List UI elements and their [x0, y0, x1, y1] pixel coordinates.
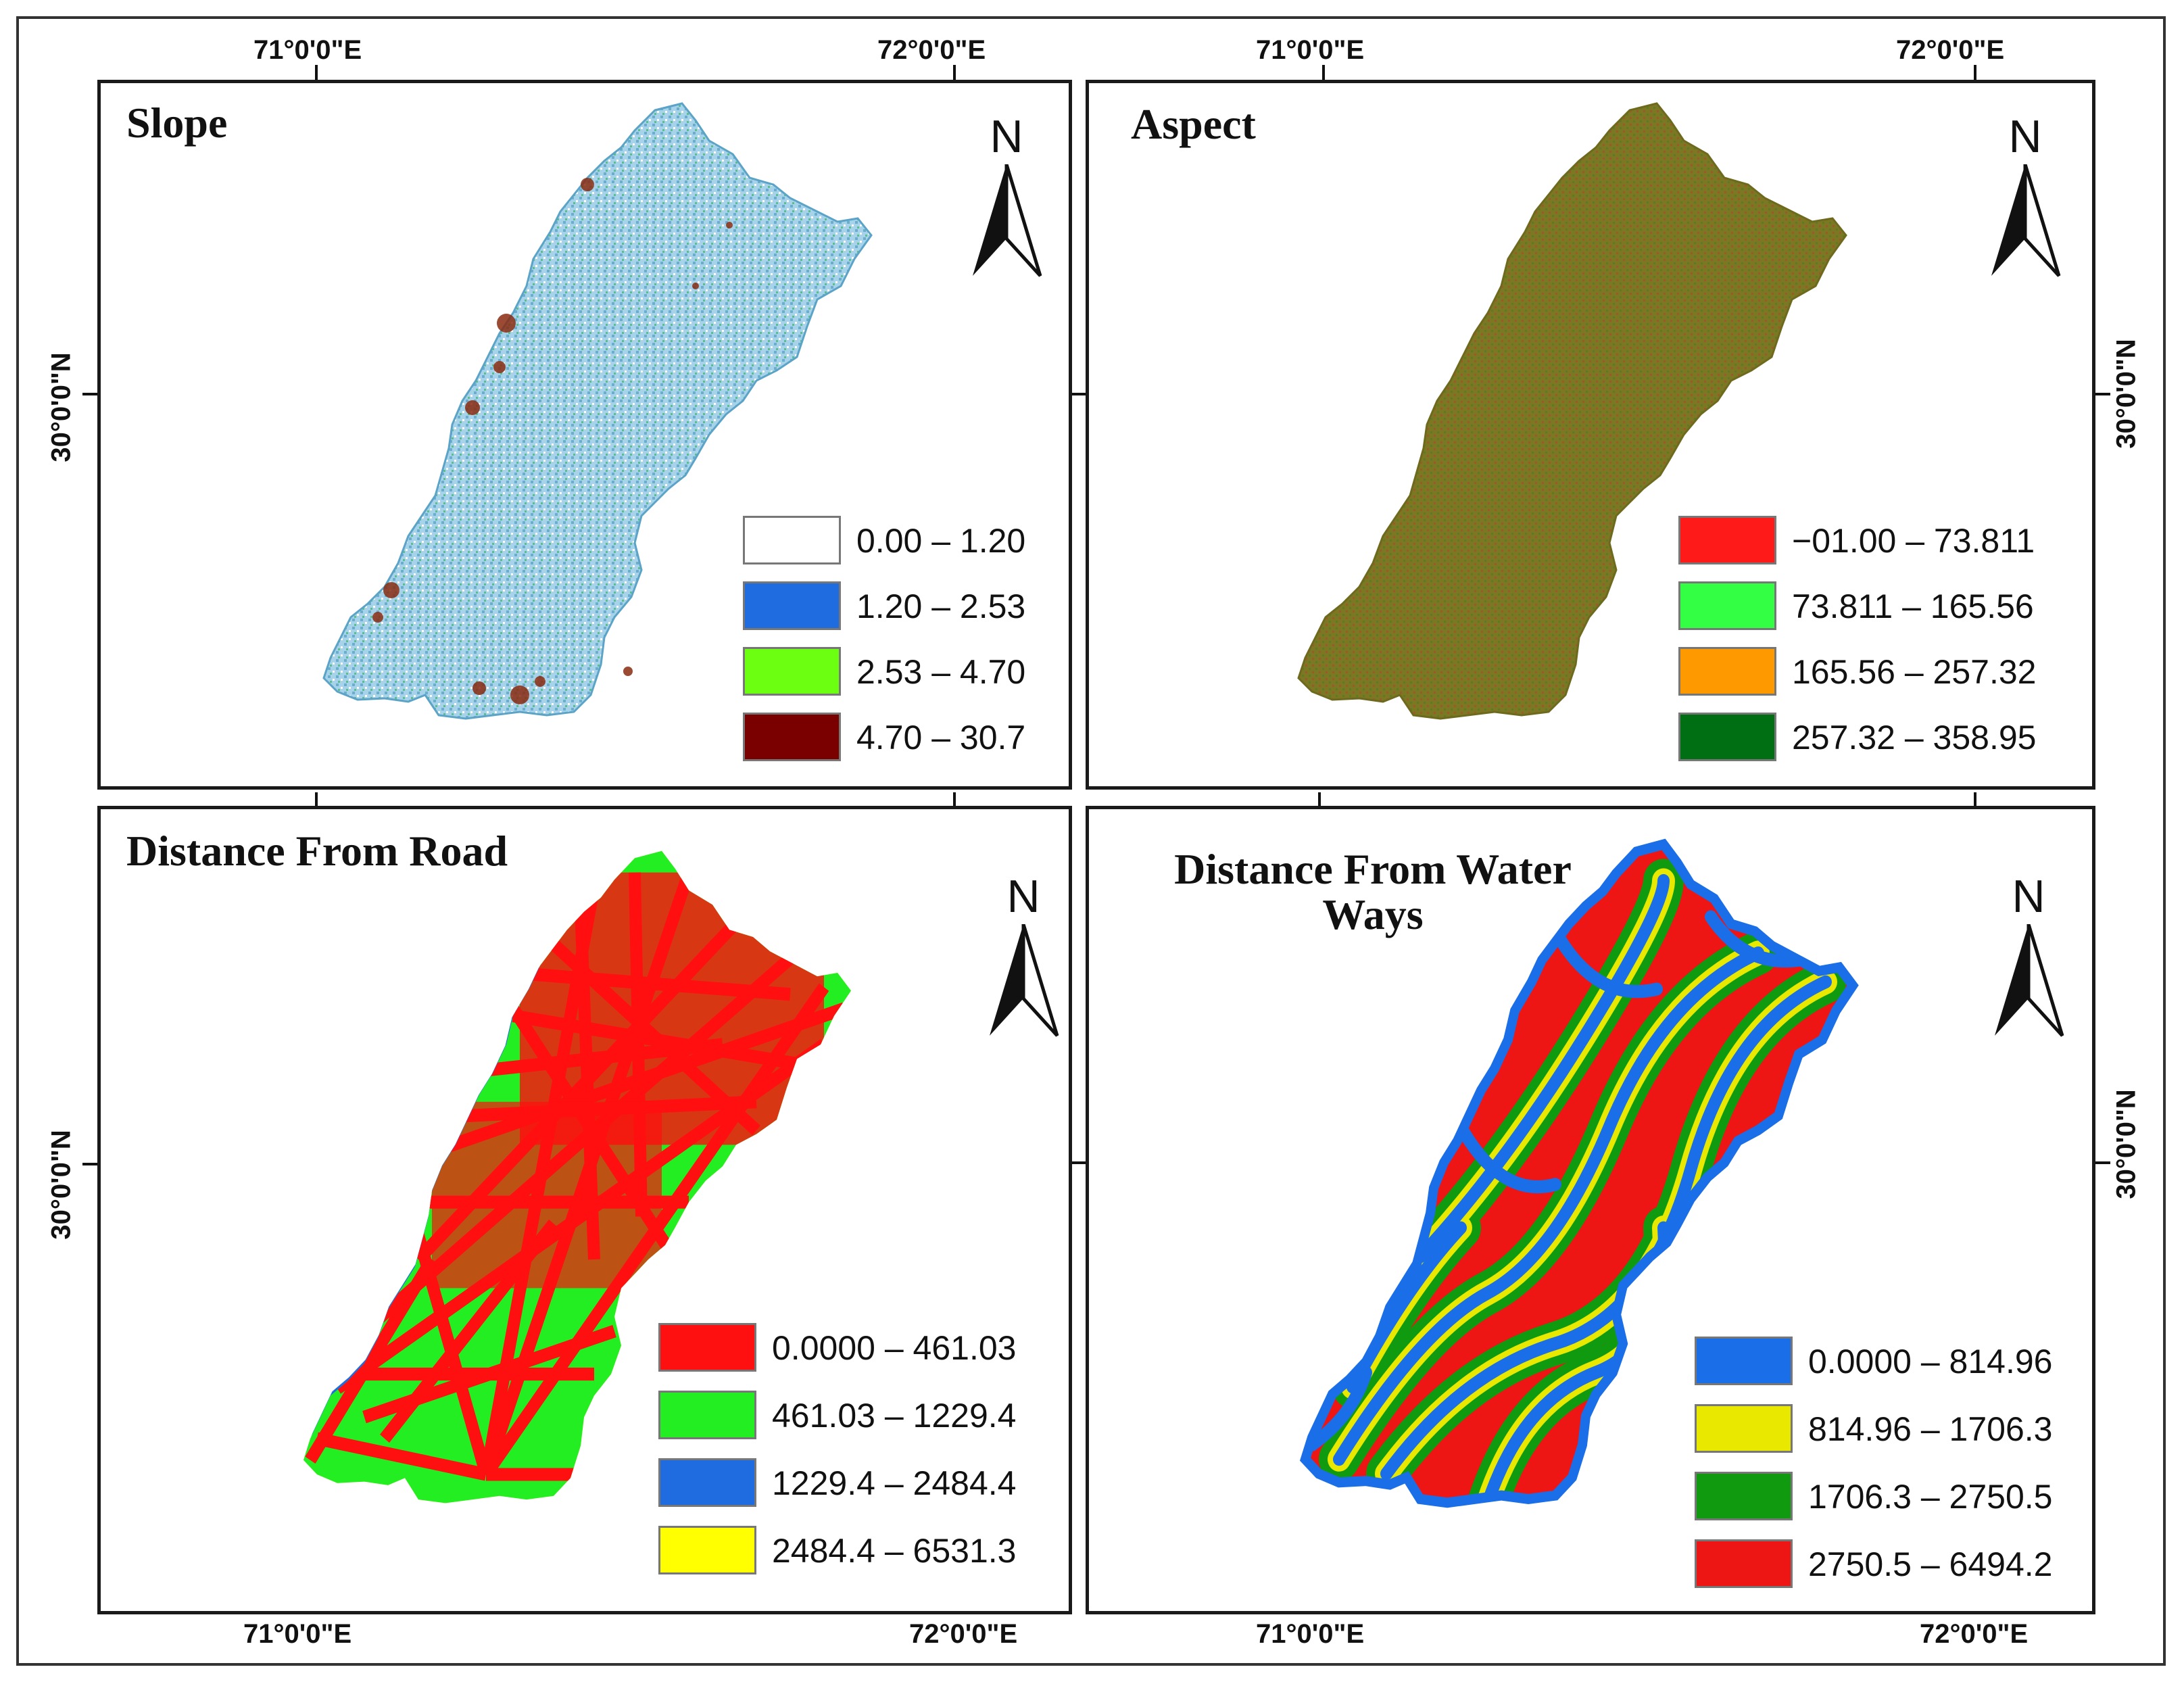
aspect-panel: Aspect N −01.00 – 73.811 73.811 – 165.56… — [1086, 80, 2095, 790]
tick-mark — [2095, 393, 2110, 395]
tick-mark — [2095, 1161, 2110, 1164]
legend-label: 73.811 – 165.56 — [1792, 587, 2034, 625]
outer-frame — [16, 16, 2166, 1666]
legend-swatch — [1695, 1404, 1793, 1453]
north-letter: N — [2008, 111, 2042, 162]
bottom-right-lon-71-label: 71°0'0"E — [1256, 1619, 1365, 1649]
north-arrow: N — [963, 110, 1050, 286]
tick-mark — [1071, 393, 1086, 395]
legend-label: 461.03 – 1229.4 — [772, 1397, 1017, 1435]
legend-label: 2.53 – 4.70 — [856, 653, 1026, 691]
road-map — [304, 850, 851, 1503]
left-bottom-lat-30-label: 30°0'0"N — [46, 1130, 76, 1240]
tick-mark — [1322, 65, 1325, 80]
legend-label: 814.96 – 1706.3 — [1808, 1410, 2053, 1448]
tick-mark — [315, 792, 318, 807]
bottom-left-lon-71-label: 71°0'0"E — [243, 1619, 352, 1649]
north-letter: N — [990, 111, 1023, 162]
legend-label: 2750.5 – 6494.2 — [1808, 1545, 2053, 1583]
legend-swatch — [1678, 713, 1776, 761]
legend-swatch — [658, 1526, 756, 1574]
legend-label: 165.56 – 257.32 — [1792, 653, 2037, 691]
legend-swatch — [743, 516, 841, 564]
legend-swatch — [1678, 647, 1776, 696]
top-left-lon-72-label: 72°0'0"E — [877, 35, 986, 65]
top-left-lon-71-label: 71°0'0"E — [253, 35, 362, 65]
road-panel: Distance From Road N 0.0000 – 461.03 461… — [97, 806, 1072, 1614]
north-letter: N — [2012, 871, 2045, 922]
tick-mark — [82, 393, 97, 395]
legend-swatch — [743, 713, 841, 761]
legend-label: 4.70 – 30.7 — [856, 719, 1026, 756]
legend-label: 0.0000 – 814.96 — [1808, 1343, 2053, 1380]
legend-label: 0.00 – 1.20 — [856, 522, 1026, 560]
legend-label: 257.32 – 358.95 — [1792, 719, 2037, 756]
right-top-lat-30-label: 30°0'0"N — [2111, 339, 2141, 449]
north-arrow: N — [979, 870, 1067, 1046]
road-title: Distance From Road — [126, 827, 508, 875]
north-arrow-icon — [1991, 164, 2061, 277]
bottom-left-lon-72-label: 72°0'0"E — [909, 1619, 1018, 1649]
top-right-lon-71-label: 71°0'0"E — [1256, 35, 1365, 65]
left-top-lat-30-label: 30°0'0"N — [46, 352, 76, 462]
water-map — [1089, 809, 2095, 1614]
tick-mark — [953, 65, 956, 80]
aspect-title: Aspect — [1131, 100, 1256, 148]
slope-panel: Slope N 0.00 – 1.20 1.20 – 2.53 2.53 – 4… — [97, 80, 1072, 790]
north-arrow-icon — [973, 164, 1042, 277]
legend-label: 1706.3 – 2750.5 — [1808, 1478, 2053, 1516]
north-arrow: N — [1985, 870, 2072, 1046]
tick-mark — [1974, 792, 1976, 807]
legend-swatch — [1678, 516, 1776, 564]
water-panel: Distance From Water Ways N 0.0000 – 814.… — [1086, 806, 2095, 1614]
legend-swatch — [1695, 1472, 1793, 1520]
top-right-lon-72-label: 72°0'0"E — [1896, 35, 2005, 65]
legend-swatch — [658, 1391, 756, 1439]
legend-swatch — [1695, 1539, 1793, 1588]
right-bottom-lat-30-label: 30°0'0"N — [2111, 1089, 2141, 1199]
legend-label: 0.0000 – 461.03 — [772, 1329, 1017, 1367]
legend-label: 2484.4 – 6531.3 — [772, 1532, 1017, 1570]
legend-swatch — [658, 1323, 756, 1372]
legend-label: 1.20 – 2.53 — [856, 587, 1026, 625]
legend-swatch — [1678, 581, 1776, 630]
north-arrow-icon — [1995, 924, 2064, 1037]
north-letter: N — [1006, 871, 1040, 922]
legend-swatch — [1695, 1337, 1793, 1385]
legend-label: 1229.4 – 2484.4 — [772, 1464, 1017, 1502]
slope-map — [322, 102, 873, 720]
tick-mark — [315, 65, 318, 80]
north-arrow-icon — [990, 924, 1059, 1037]
tick-mark — [1974, 65, 1976, 80]
tick-mark — [1318, 792, 1321, 807]
tick-mark — [1071, 1161, 1086, 1164]
water-title: Distance From Water Ways — [1174, 845, 1572, 939]
legend-swatch — [743, 581, 841, 630]
legend-swatch — [658, 1458, 756, 1507]
tick-mark — [953, 792, 956, 807]
legend-swatch — [743, 647, 841, 696]
bottom-right-lon-72-label: 72°0'0"E — [1920, 1619, 2029, 1649]
north-arrow: N — [1981, 110, 2069, 286]
tick-mark — [82, 1163, 97, 1165]
legend-label: −01.00 – 73.811 — [1792, 522, 2035, 560]
slope-steep-patches — [372, 178, 733, 704]
slope-title: Slope — [126, 99, 228, 147]
